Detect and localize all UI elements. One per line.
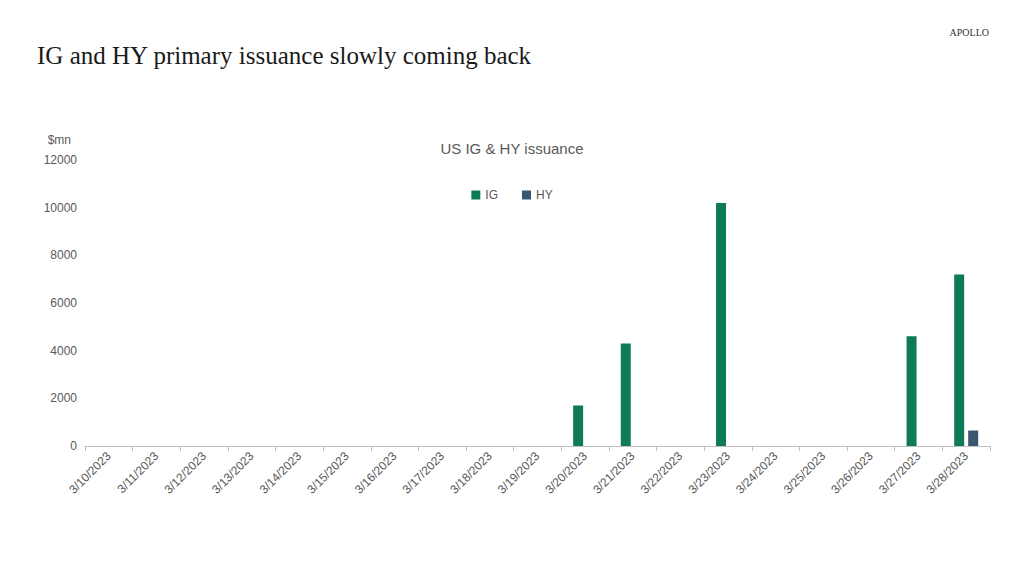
svg-text:3/28/2023: 3/28/2023 — [924, 449, 972, 497]
svg-text:3/14/2023: 3/14/2023 — [257, 449, 305, 497]
svg-text:3/12/2023: 3/12/2023 — [161, 449, 209, 497]
svg-text:APOLLO: APOLLO — [950, 27, 989, 38]
svg-text:IG and HY primary issuance slo: IG and HY primary issuance slowly coming… — [37, 42, 532, 69]
svg-text:6000: 6000 — [50, 296, 77, 310]
svg-text:3/10/2023: 3/10/2023 — [66, 449, 114, 497]
svg-text:3/23/2023: 3/23/2023 — [685, 449, 733, 497]
svg-text:3/15/2023: 3/15/2023 — [304, 449, 352, 497]
svg-text:$mn: $mn — [48, 133, 71, 147]
svg-text:US IG & HY issuance: US IG & HY issuance — [440, 140, 583, 157]
svg-text:8000: 8000 — [50, 248, 77, 262]
svg-text:3/18/2023: 3/18/2023 — [447, 449, 495, 497]
svg-text:3/20/2023: 3/20/2023 — [542, 449, 590, 497]
svg-text:3/19/2023: 3/19/2023 — [495, 449, 543, 497]
svg-text:10000: 10000 — [44, 201, 78, 215]
svg-text:3/25/2023: 3/25/2023 — [781, 449, 829, 497]
svg-text:4000: 4000 — [50, 344, 77, 358]
svg-text:3/17/2023: 3/17/2023 — [400, 449, 448, 497]
svg-text:IG: IG — [485, 188, 498, 202]
svg-text:3/27/2023: 3/27/2023 — [876, 449, 924, 497]
svg-text:3/22/2023: 3/22/2023 — [638, 449, 686, 497]
svg-text:3/11/2023: 3/11/2023 — [114, 449, 161, 496]
svg-text:3/26/2023: 3/26/2023 — [828, 449, 876, 497]
svg-text:3/13/2023: 3/13/2023 — [209, 449, 257, 497]
svg-text:2000: 2000 — [50, 391, 77, 405]
svg-text:3/24/2023: 3/24/2023 — [733, 449, 781, 497]
svg-text:HY: HY — [536, 188, 553, 202]
svg-text:3/16/2023: 3/16/2023 — [352, 449, 400, 497]
svg-text:12000: 12000 — [44, 153, 78, 167]
svg-text:0: 0 — [70, 439, 77, 453]
svg-text:3/21/2023: 3/21/2023 — [590, 449, 638, 497]
